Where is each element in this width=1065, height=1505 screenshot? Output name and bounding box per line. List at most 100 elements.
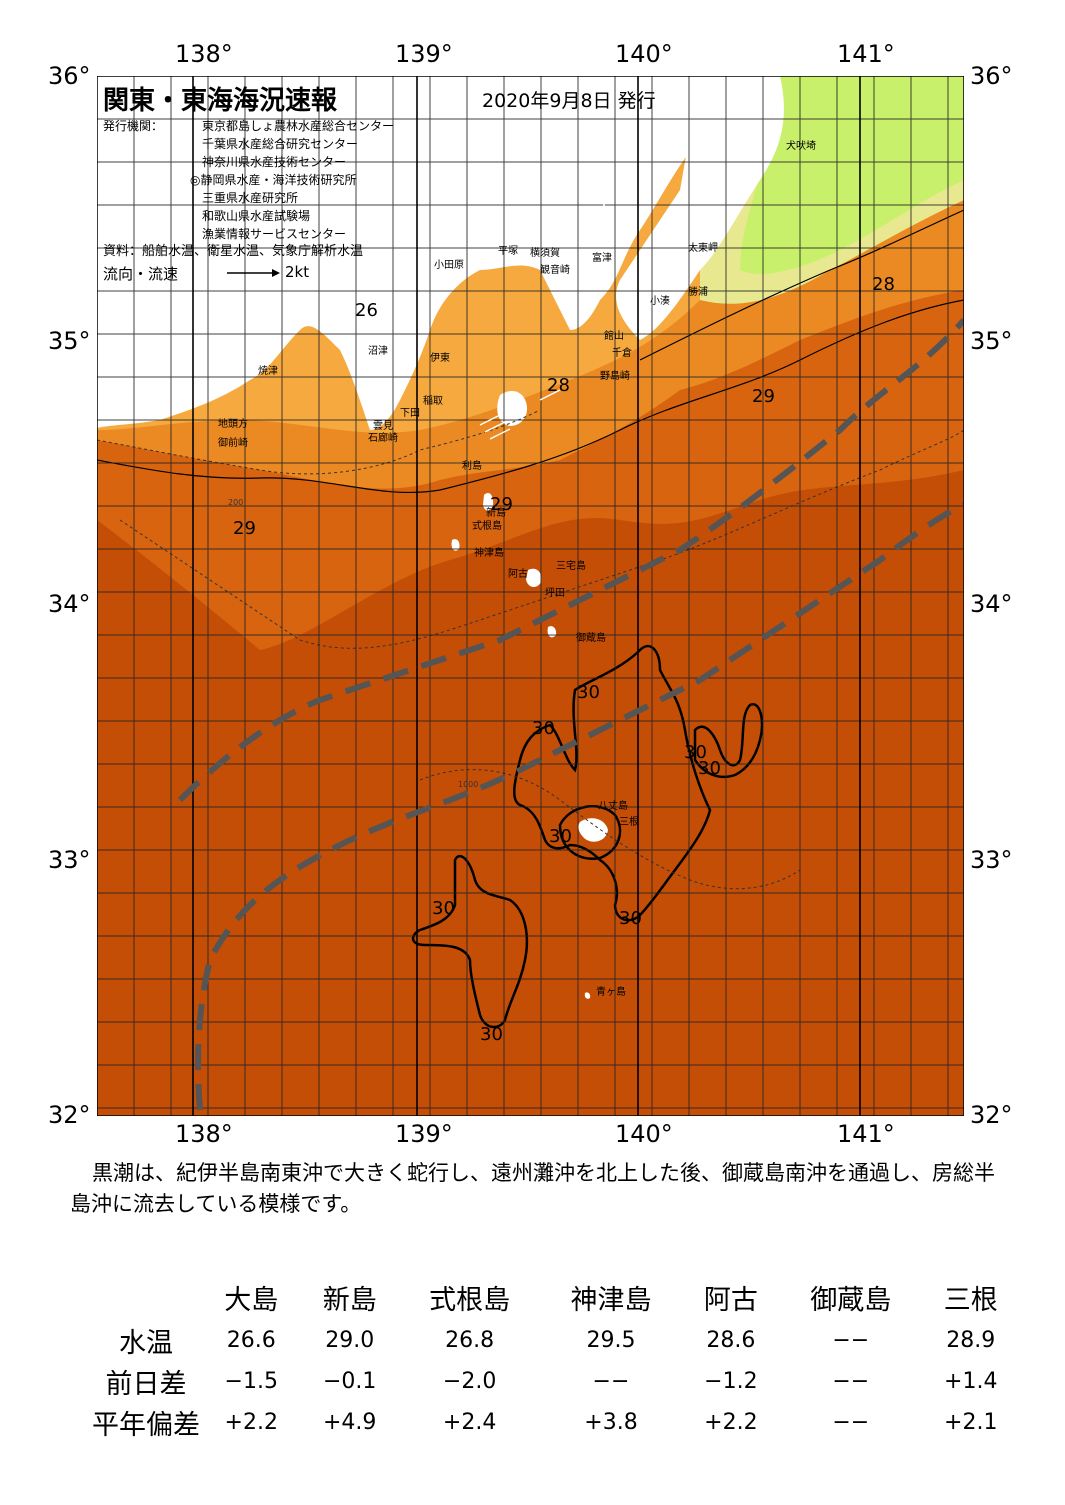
isotherm-label-26: 26: [355, 300, 378, 321]
current-arrows: [479, 194, 613, 440]
place-mikurajima: 御蔵島: [576, 633, 606, 644]
place-yokosuka: 横須賀: [530, 248, 560, 259]
legend-label: 流向・流速: [103, 265, 179, 283]
isotherm-label-30-a: 30: [577, 682, 600, 703]
land-izu-oshima: [497, 390, 528, 426]
place-numazu: 沼津: [368, 346, 388, 357]
issuer-6: 和歌山県水産試験場: [202, 209, 311, 223]
lon-label-bottom-139: 139°: [395, 1120, 453, 1148]
land-boso: [616, 76, 784, 340]
place-miyakejima: 三宅島: [556, 561, 586, 572]
table-cell: −−: [832, 1410, 870, 1435]
isotherm-label-30-b: 30: [532, 718, 555, 739]
isotherm-label-29-west: 29: [233, 518, 256, 539]
lon-label-bottom-138: 138°: [175, 1120, 233, 1148]
land-kozushima: [451, 539, 460, 551]
isotherm-label-30-f: 30: [432, 898, 455, 919]
table-header-blank: [90, 1275, 202, 1320]
place-mitsune: 三根: [619, 817, 639, 828]
place-taitomisaki: 太東岬: [688, 243, 718, 254]
isotherm-30-south: [411, 854, 529, 1029]
lat-label-right-34: 34°: [970, 590, 1013, 618]
place-futtsu: 富津: [592, 253, 612, 264]
issuers-label: 発行機関：: [103, 119, 164, 133]
table-row: 前日差 −1.5 −0.1 −2.0 −− −1.2 −− +1.4: [90, 1361, 1020, 1402]
lon-label-top-140: 140°: [615, 40, 673, 68]
data-source: 資料：船舶水温、衛星水温、気象庁解析水温: [103, 244, 364, 259]
column-niijima: 新島: [322, 1285, 377, 1316]
column-shikinejima: 式根島: [429, 1285, 511, 1316]
table-cell: 29.0: [325, 1328, 375, 1353]
table-cell: −−: [592, 1369, 630, 1394]
depth-label-1000: 1000: [458, 780, 479, 789]
place-toshima: 利島: [462, 461, 482, 472]
lat-label-right-33: 33°: [970, 846, 1013, 874]
place-aogashima: 青ヶ島: [596, 987, 626, 998]
place-katsuura: 勝浦: [688, 287, 708, 298]
row-label-day-diff: 前日差: [105, 1369, 187, 1400]
legend-speed: 2kt: [285, 263, 310, 281]
lat-label-left-33: 33°: [48, 846, 91, 874]
table-cell: +2.1: [944, 1410, 998, 1435]
place-inubosaki: 犬吠埼: [786, 141, 816, 152]
table-cell: 26.8: [445, 1328, 495, 1353]
table-cell: +2.2: [224, 1410, 278, 1435]
place-kumomi: 雲見: [373, 421, 393, 432]
column-ako: 阿古: [703, 1285, 758, 1316]
row-label-anomaly: 平年偏差: [92, 1410, 200, 1441]
place-jitogata: 地頭方: [218, 419, 248, 430]
lat-label-left-35: 35°: [48, 327, 91, 355]
column-mitsune: 三根: [943, 1285, 998, 1316]
land-hachijojima: [578, 818, 608, 842]
lat-label-right-35: 35°: [970, 327, 1013, 355]
table-cell: 28.9: [946, 1328, 996, 1353]
lat-label-right-36: 36°: [970, 62, 1013, 90]
map-title: 関東・東海海況速報: [103, 86, 338, 116]
isotherm-30-east: [693, 703, 764, 779]
column-mikurajima: 御蔵島: [810, 1285, 892, 1316]
table-cell: 29.5: [586, 1328, 636, 1353]
kuroshio-axis-north: [177, 318, 964, 803]
depth-contour-1000: [119, 429, 964, 649]
station-stats-table: 大島 新島 式根島 神津島 阿古 御蔵島 三根 水温 26.6 29.0 26.…: [90, 1275, 1020, 1443]
degree-lines: [192, 76, 861, 1116]
sea-temperature-map: [97, 76, 964, 1116]
place-omaezaki: 御前崎: [218, 438, 248, 449]
isotherm-label-30-d: 30: [698, 758, 721, 779]
table-cell: −0.1: [322, 1369, 377, 1394]
place-ako: 阿古: [508, 569, 528, 580]
table-cell: −−: [832, 1328, 870, 1353]
isotherm-label-30-g: 30: [619, 908, 642, 929]
lon-label-bottom-141: 141°: [837, 1120, 895, 1148]
issue-date: 2020年9月8日 発行: [482, 90, 656, 112]
table-cell: 26.6: [226, 1328, 276, 1353]
lat-label-left-32: 32°: [48, 1101, 91, 1129]
column-oshima: 大島: [224, 1285, 279, 1316]
table-cell: +3.8: [584, 1410, 638, 1435]
place-shimoda: 下田: [400, 408, 420, 419]
column-kozushima: 神津島: [570, 1285, 652, 1316]
kuroshio-axis-south: [195, 502, 964, 1111]
table-cell: +2.2: [704, 1410, 758, 1435]
land-miyakejima: [526, 568, 542, 588]
depth-contour-200: [97, 409, 541, 475]
isotherm-label-29-boso: 29: [752, 386, 775, 407]
table-cell: 28.6: [706, 1328, 756, 1353]
legend-arrow-head: [272, 269, 280, 277]
land-honshu: [97, 76, 700, 430]
summary-text: 黒潮は、紀伊半島南東沖で大きく蛇行し、遠州灘沖を北上した後、御蔵島南沖を通過し、…: [70, 1161, 995, 1216]
place-hiratsuka: 平塚: [498, 246, 518, 257]
table-cell: −1.5: [224, 1369, 278, 1394]
lon-label-top-139: 139°: [395, 40, 453, 68]
table-cell: −2.0: [442, 1369, 497, 1394]
table-row: 水温 26.6 29.0 26.8 29.5 28.6 −− 28.9: [90, 1320, 1020, 1361]
land-aogashima: [584, 992, 591, 999]
place-tateyama: 館山: [604, 331, 624, 342]
isotherm-29-coast: [97, 299, 964, 493]
place-kannonzaki: 観音崎: [540, 265, 570, 276]
table-cell: +4.9: [322, 1410, 377, 1435]
table-header-row: 大島 新島 式根島 神津島 阿古 御蔵島 三根: [90, 1275, 1020, 1320]
issuer-2: 千葉県水産総合研究センター: [202, 137, 359, 151]
issuers-list: 東京都島しょ農林水産総合センター 千葉県水産総合研究センター 神奈川県水産技術セ…: [190, 117, 394, 243]
table-cell: −1.2: [704, 1369, 758, 1394]
